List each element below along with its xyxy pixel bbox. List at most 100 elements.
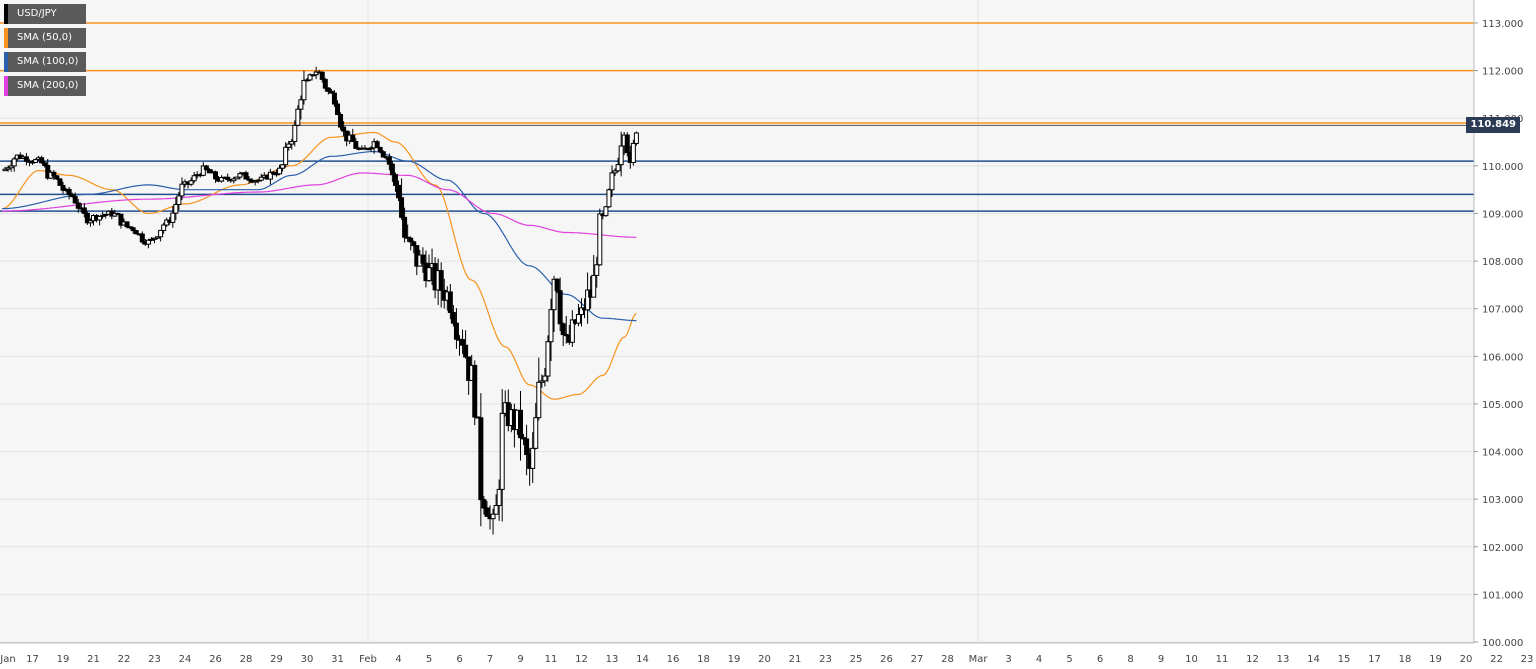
candle-body (54, 175, 60, 180)
x-tick-label: 19 (57, 654, 70, 665)
legend-item[interactable]: SMA (100,0) (4, 52, 87, 72)
candle-body (277, 167, 283, 175)
candle-body (551, 278, 557, 311)
x-tick-label: 22 (1490, 654, 1503, 665)
candle-body (539, 380, 545, 383)
legend-item[interactable]: USD/JPY (4, 4, 87, 24)
candle-body (69, 193, 75, 198)
legend-item[interactable]: SMA (200,0) (4, 76, 87, 96)
legend-item[interactable]: SMA (50,0) (4, 28, 87, 48)
candle-body (206, 169, 212, 174)
candle-body (118, 213, 124, 226)
x-tick-label: 3 (1005, 654, 1011, 665)
candle-body (548, 309, 554, 343)
candle-body (145, 239, 151, 245)
candle-body (203, 165, 209, 171)
x-tick-label: 11 (545, 654, 558, 665)
candle-body (533, 417, 539, 449)
candle-body (389, 163, 395, 176)
candle-body (87, 220, 93, 224)
x-tick-label: 7 (487, 654, 493, 665)
y-tick-label: 109.000 (1482, 209, 1523, 220)
candle-body (270, 171, 276, 175)
y-tick-label: 112.000 (1482, 67, 1523, 78)
candle-body (575, 314, 581, 324)
candle-body (341, 126, 347, 132)
candle-body (5, 167, 11, 170)
candle-body (399, 197, 405, 218)
x-tick-label: 16 (667, 654, 680, 665)
candle-body (84, 212, 90, 224)
candle-body (130, 227, 136, 232)
x-tick-label: 27 (911, 654, 924, 665)
candle-body (75, 202, 81, 209)
candle-body (81, 207, 87, 214)
candle-body (57, 178, 63, 186)
x-tick-label: Jan (0, 654, 16, 665)
candle-body (23, 156, 29, 162)
x-tick-label: 15 (1338, 654, 1351, 665)
candle-body (554, 278, 560, 292)
candle-body (420, 254, 426, 264)
candle-body (298, 99, 304, 110)
candle-body (350, 134, 356, 143)
candle-body (463, 344, 469, 358)
x-tick-label: 18 (697, 654, 710, 665)
x-tick-label: 6 (1097, 654, 1103, 665)
candle-body (331, 92, 337, 105)
candle-body (612, 170, 618, 174)
candle-body (618, 145, 624, 166)
x-tick-label: 18 (1399, 654, 1412, 665)
candle-body (368, 147, 374, 150)
candle-body (472, 364, 478, 418)
candle-body (219, 176, 225, 182)
candle-body (478, 417, 484, 501)
candle-body (39, 157, 45, 164)
y-tick-label: 100.000 (1482, 638, 1523, 649)
candle-body (280, 164, 286, 169)
y-tick-label: 110.000 (1482, 162, 1523, 173)
x-tick-label: 5 (1066, 654, 1072, 665)
candle-body (408, 237, 414, 243)
candle-body (374, 141, 380, 148)
x-tick-label: 28 (240, 654, 253, 665)
current-price-tag: 110.849 (1466, 117, 1520, 134)
x-tick-label: 23 (819, 654, 832, 665)
sma200-line (2, 172, 637, 238)
candle-body (283, 146, 289, 166)
x-tick-label: 17 (1368, 654, 1381, 665)
candle-body (426, 267, 432, 282)
candle-body (97, 215, 103, 221)
candle-body (597, 213, 603, 266)
candle-body (255, 179, 261, 182)
candle-body (633, 132, 639, 144)
candle-body (411, 241, 417, 247)
candle-body (603, 206, 609, 217)
candle-body (557, 290, 563, 325)
candle-body (292, 124, 298, 142)
candle-body (560, 323, 566, 336)
candle-body (447, 291, 453, 313)
sma50-line (1, 131, 637, 400)
candle-body (66, 188, 72, 195)
candle-body (158, 229, 164, 238)
candle-body (490, 513, 496, 520)
candle-body (237, 173, 243, 178)
candle-body (213, 171, 218, 180)
candle-body (499, 412, 505, 490)
legend-item-label: USD/JPY (17, 8, 57, 19)
candle-body (289, 140, 295, 145)
candle-body (45, 164, 51, 179)
x-tick-label: 22 (118, 654, 131, 665)
x-tick-label: Feb (359, 654, 377, 665)
candle-body (392, 174, 398, 186)
x-tick-label: 14 (636, 654, 649, 665)
x-tick-label: 17 (26, 654, 39, 665)
sma-lines (1, 131, 637, 400)
candle-body (609, 172, 615, 191)
candle-body (536, 381, 542, 419)
candle-body (127, 226, 133, 229)
candle-body (307, 74, 313, 81)
candle-body (521, 437, 527, 440)
candle-body (139, 233, 145, 243)
